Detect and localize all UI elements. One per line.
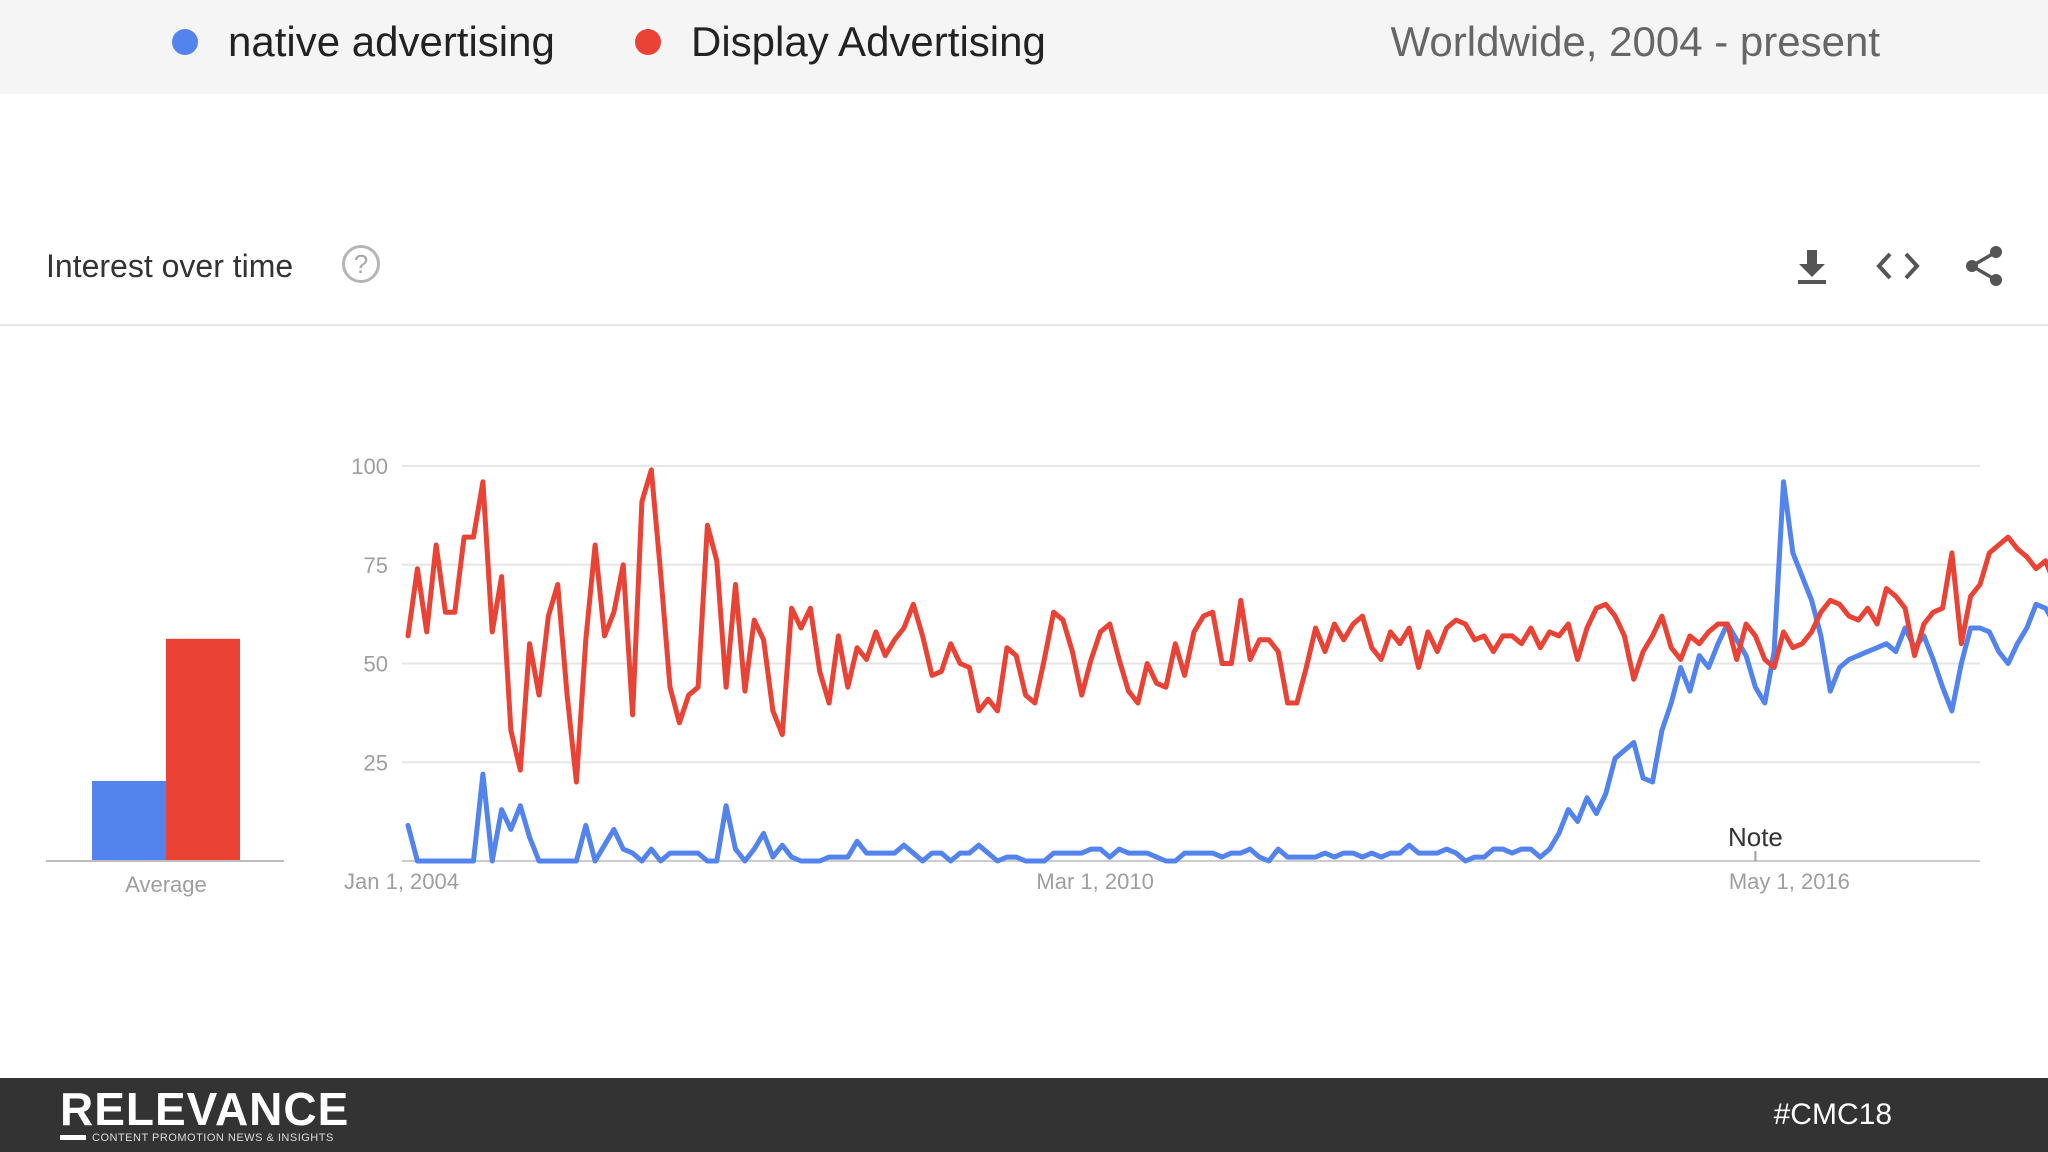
card-title: Interest over time bbox=[46, 248, 294, 284]
share-icon[interactable] bbox=[1960, 242, 2008, 290]
card-header: Interest over time ? bbox=[0, 232, 2048, 326]
y-tick-label: 50 bbox=[364, 652, 388, 677]
legend-dot-native bbox=[172, 29, 198, 55]
series-line-native bbox=[405, 479, 2048, 864]
y-tick-label: 100 bbox=[351, 454, 388, 479]
footer-bar: RELEVANCE CONTENT PROMOTION NEWS & INSIG… bbox=[0, 1078, 2048, 1152]
legend-dot-display bbox=[635, 29, 661, 55]
download-icon[interactable] bbox=[1788, 242, 1836, 290]
legend-bar: native advertising Display Advertising W… bbox=[0, 0, 2048, 94]
x-tick-label: Jan 1, 2004 bbox=[344, 869, 459, 894]
brand-logo: RELEVANCE bbox=[60, 1083, 350, 1135]
x-tick-label: Mar 1, 2010 bbox=[1036, 869, 1153, 894]
average-bar-display bbox=[166, 638, 240, 860]
note-annotation: Note bbox=[1728, 822, 1783, 852]
embed-code-icon[interactable] bbox=[1874, 242, 1922, 290]
legend-label-display: Display Advertising bbox=[691, 18, 1046, 65]
average-bar-native bbox=[92, 781, 166, 860]
interest-over-time-chart: 100 75 50 25 Jan 1, 2004 Mar 1, 2010 May 1, 20… bbox=[46, 454, 2048, 897]
y-tick-label: 25 bbox=[364, 750, 388, 775]
help-icon[interactable]: ? bbox=[342, 245, 380, 283]
legend-label-native: native advertising bbox=[228, 18, 555, 65]
legend-item-display[interactable]: Display Advertising bbox=[635, 18, 1046, 66]
x-tick-label: May 1, 2016 bbox=[1729, 869, 1850, 894]
region-selector[interactable]: Worldwide, 2004 - present bbox=[1390, 18, 1880, 65]
legend-item-native[interactable]: native advertising bbox=[172, 18, 555, 66]
brand-tagline: CONTENT PROMOTION NEWS & INSIGHTS bbox=[92, 1132, 334, 1144]
event-hashtag: #CMC18 bbox=[1773, 1098, 1892, 1131]
average-label: Average bbox=[125, 872, 207, 897]
y-tick-label: 75 bbox=[364, 553, 388, 578]
brand-logo-mark bbox=[60, 1135, 86, 1140]
series-line-display bbox=[405, 467, 2048, 785]
